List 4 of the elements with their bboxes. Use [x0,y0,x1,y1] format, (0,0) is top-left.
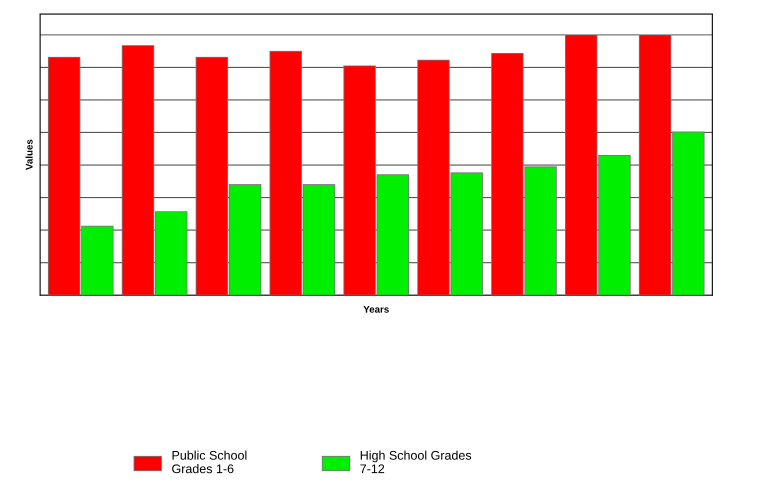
legend-label: High School Grades 7-12 [360,450,472,474]
legend-label: Public School Grades 1-6 [172,450,246,474]
x-axis-title: Years [363,306,389,313]
y-axis-title: Values [26,140,33,170]
